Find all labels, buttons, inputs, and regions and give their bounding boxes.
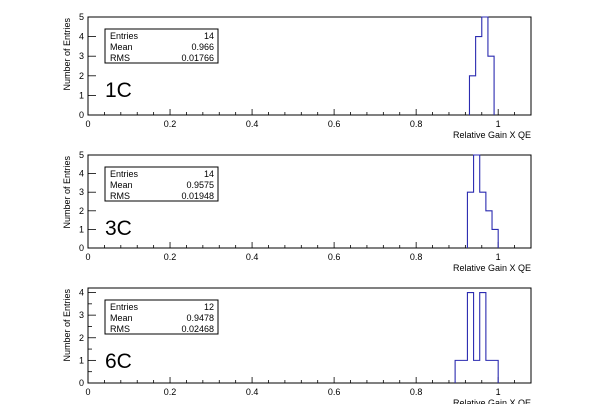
histogram-bar: [455, 360, 467, 383]
x-tick-label: 1: [496, 119, 501, 129]
stats-value: 14: [204, 31, 214, 41]
histogram-outline: [466, 154, 499, 248]
y-tick-label: 1: [79, 224, 84, 234]
y-axis-title: Number of Entries: [62, 156, 72, 229]
histogram-bar: [486, 211, 492, 248]
x-tick-label: 0.6: [328, 119, 341, 129]
histogram-bar: [482, 17, 488, 115]
y-tick-label: 4: [79, 32, 84, 42]
stats-box: [104, 299, 219, 335]
stats-value: 0.966: [191, 42, 214, 52]
y-axis-title: Number of Entries: [62, 289, 72, 362]
plot-frame: [87, 154, 532, 249]
stats-label: Entries: [110, 31, 139, 41]
plot-frame: [87, 287, 532, 384]
y-tick-label: 4: [79, 288, 84, 298]
stats-value: 12: [204, 302, 214, 312]
stats-label: RMS: [110, 53, 130, 63]
y-tick-label: 2: [79, 71, 84, 81]
x-tick-label: 0: [85, 387, 90, 397]
y-tick-label: 5: [79, 12, 84, 22]
stats-label: Mean: [110, 313, 133, 323]
stats-box: [104, 28, 219, 64]
x-tick-label: 0.2: [164, 252, 177, 262]
stats-box: [104, 166, 219, 202]
plot-frame: [87, 16, 532, 116]
y-tick-label: 0: [79, 378, 84, 388]
stats-label: Mean: [110, 42, 133, 52]
y-axis-title: Number of Entries: [62, 18, 72, 91]
y-tick-label: 2: [79, 333, 84, 343]
histogram-bar: [488, 56, 494, 115]
y-tick-label: 5: [79, 150, 84, 160]
stats-value: 0.02468: [181, 324, 214, 334]
x-tick-label: 0.8: [410, 252, 423, 262]
x-tick-label: 0.4: [246, 252, 259, 262]
x-axis-title: Relative Gain X QE: [453, 130, 531, 140]
y-tick-label: 3: [79, 310, 84, 320]
x-tick-label: 0: [85, 252, 90, 262]
x-tick-label: 0.4: [246, 387, 259, 397]
stats-label: RMS: [110, 191, 130, 201]
x-tick-label: 1: [496, 252, 501, 262]
x-axis-title: Relative Gain X QE: [453, 263, 531, 273]
histogram-bar: [492, 229, 498, 248]
y-tick-label: 1: [79, 90, 84, 100]
x-tick-label: 0: [85, 119, 90, 129]
histogram-bar: [467, 293, 473, 383]
y-tick-label: 2: [79, 206, 84, 216]
histogram-bar: [476, 37, 482, 115]
panel-label: 1C: [105, 79, 132, 102]
stats-value: 14: [204, 169, 214, 179]
x-tick-label: 0.8: [410, 119, 423, 129]
stats-label: RMS: [110, 324, 130, 334]
histogram-bar: [469, 76, 475, 115]
histogram-bar: [480, 293, 486, 383]
histogram-bar: [474, 360, 480, 383]
panel-label: 6C: [105, 350, 132, 373]
stats-value: 0.9575: [186, 180, 214, 190]
stats-value: 0.01766: [181, 53, 214, 63]
x-tick-label: 0.6: [328, 252, 341, 262]
y-tick-label: 0: [79, 243, 84, 253]
histogram-bar: [486, 360, 492, 383]
stats-value: 0.01948: [181, 191, 214, 201]
y-tick-label: 4: [79, 169, 84, 179]
histogram-outline: [468, 16, 495, 115]
panel-3C: 0 0.2 0.4 0.6 0.8 1 0 1 2 3 4 5 Relative Gain X QE Nu…: [62, 150, 532, 273]
x-axis-title: Relative Gain X QE: [453, 398, 531, 404]
x-tick-label: 1: [496, 387, 501, 397]
histogram-bar: [492, 360, 498, 383]
x-tick-label: 0.2: [164, 119, 177, 129]
panel-1C: 0 0.2 0.4 0.6 0.8 1 0 1 2 3 4 5 Relative Gain X QE Nu…: [62, 12, 532, 140]
x-tick-label: 0.8: [410, 387, 423, 397]
y-tick-label: 0: [79, 110, 84, 120]
y-tick-label: 1: [79, 355, 84, 365]
x-tick-label: 0.4: [246, 119, 259, 129]
stats-label: Entries: [110, 302, 139, 312]
y-tick-label: 3: [79, 51, 84, 61]
x-tick-label: 0.2: [164, 387, 177, 397]
histogram-outline: [454, 291, 499, 383]
x-tick-label: 0.6: [328, 387, 341, 397]
histogram-bar: [467, 192, 473, 248]
histogram-bar: [480, 192, 486, 248]
y-tick-label: 3: [79, 187, 84, 197]
stats-label: Mean: [110, 180, 133, 190]
stats-label: Entries: [110, 169, 139, 179]
histogram-bar: [474, 155, 480, 248]
panel-label: 3C: [105, 217, 132, 240]
stats-value: 0.9478: [186, 313, 214, 323]
